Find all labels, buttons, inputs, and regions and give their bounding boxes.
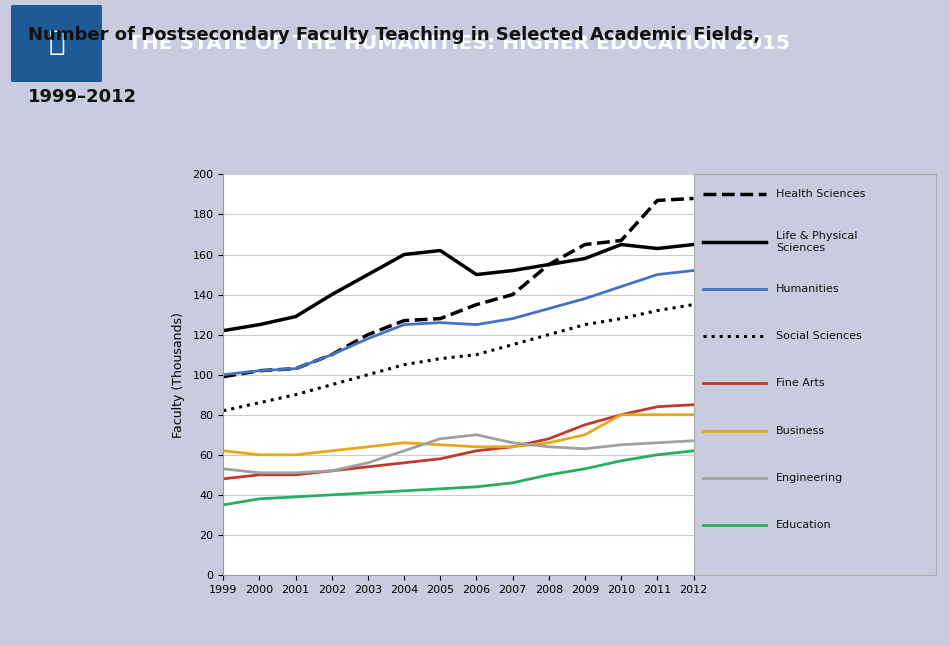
Text: ⬛: ⬛	[45, 25, 68, 63]
Text: 🎓: 🎓	[48, 28, 65, 56]
Text: Humanities: Humanities	[776, 284, 840, 294]
Y-axis label: Faculty (Thousands): Faculty (Thousands)	[173, 312, 185, 437]
Text: THE STATE OF THE HUMANITIES: HIGHER EDUCATION 2015: THE STATE OF THE HUMANITIES: HIGHER EDUC…	[128, 34, 790, 53]
Text: Number of Postsecondary Faculty Teaching in Selected Academic Fields,: Number of Postsecondary Faculty Teaching…	[28, 26, 760, 44]
Text: Life & Physical
Sciences: Life & Physical Sciences	[776, 231, 857, 253]
Text: Social Sciences: Social Sciences	[776, 331, 862, 341]
Text: Business: Business	[776, 426, 825, 436]
Text: Health Sciences: Health Sciences	[776, 189, 865, 200]
Text: Education: Education	[776, 520, 831, 530]
Text: Engineering: Engineering	[776, 473, 843, 483]
FancyBboxPatch shape	[9, 3, 104, 85]
Text: Fine Arts: Fine Arts	[776, 379, 825, 388]
Text: 1999–2012: 1999–2012	[28, 88, 137, 106]
